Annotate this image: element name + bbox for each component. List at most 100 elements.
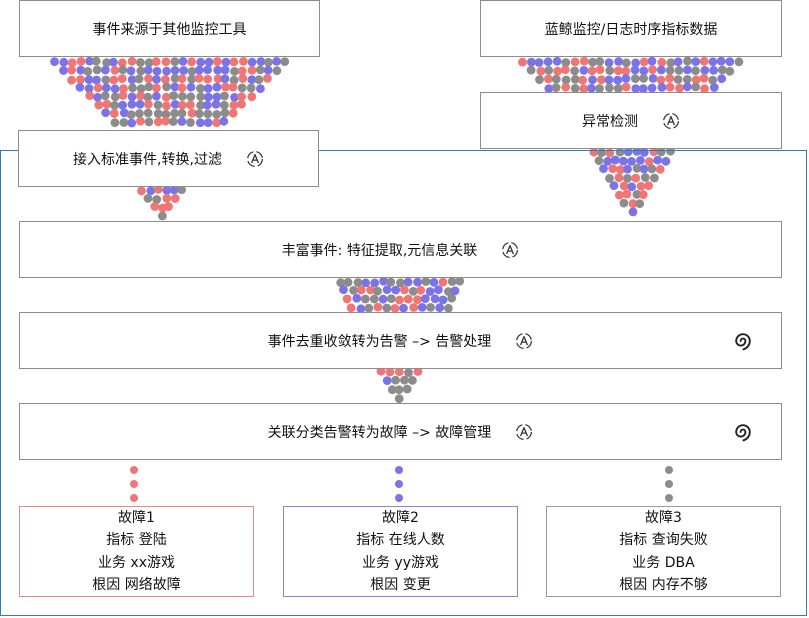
event-dot <box>621 82 631 92</box>
event-dot <box>682 75 692 84</box>
event-dot <box>673 57 683 67</box>
event-dot <box>725 66 735 76</box>
event-dot <box>110 101 119 110</box>
event-dot <box>691 66 700 76</box>
event-dot <box>186 92 196 102</box>
event-dot <box>110 84 120 94</box>
fault-metric: 指标 查询失败 <box>619 532 708 548</box>
event-dot <box>144 58 154 68</box>
source-external-label: 事件来源于其他监控工具 <box>92 21 247 38</box>
event-dot <box>118 65 128 75</box>
event-dot <box>647 56 657 66</box>
event-dot <box>203 65 213 75</box>
ai-assist-icon <box>246 150 264 168</box>
event-dot <box>100 91 110 101</box>
event-dot <box>211 99 221 109</box>
enrich-step-box: 丰富事件: 特征提取,元信息关联 <box>19 221 782 278</box>
event-dot <box>94 100 104 110</box>
event-dot <box>144 117 154 127</box>
event-dot <box>228 82 238 92</box>
event-dot <box>119 108 129 118</box>
event-dot <box>93 92 102 102</box>
event-dot <box>220 65 230 75</box>
event-dot <box>665 74 675 83</box>
event-dot <box>551 74 561 84</box>
event-dot <box>237 83 247 93</box>
event-dot <box>144 99 153 109</box>
fault-business: 业务 yy游戏 <box>361 554 440 571</box>
event-dot <box>76 75 85 84</box>
event-dot <box>673 75 683 84</box>
event-dot <box>161 57 171 67</box>
ai-assist-icon <box>515 332 533 350</box>
event-dot <box>194 109 204 119</box>
event-dot <box>196 84 205 93</box>
event-dot <box>230 67 239 76</box>
event-dot <box>709 83 719 92</box>
fault-business: 业务 xx游戏 <box>97 554 176 571</box>
enrich-step-label: 丰富事件: 特征提取,元信息关联 <box>281 242 478 259</box>
event-dot <box>220 91 229 101</box>
event-dot <box>162 101 171 111</box>
fault-card-2: 故障2 指标 在线人数 业务 yy游戏 根因 变更 <box>283 506 518 597</box>
event-dot <box>153 117 163 127</box>
event-dot <box>213 74 223 84</box>
event-dot <box>93 83 103 93</box>
event-dot <box>119 118 129 127</box>
event-dot <box>186 118 195 127</box>
event-dot <box>213 65 223 75</box>
event-dot <box>170 82 180 92</box>
event-dot <box>186 100 195 110</box>
event-dot <box>110 92 120 102</box>
event-dot <box>126 110 136 119</box>
event-dot <box>194 65 204 75</box>
event-dot <box>255 65 265 75</box>
event-dot <box>186 82 196 92</box>
event-dot <box>682 82 692 92</box>
event-dot <box>204 57 214 67</box>
anomaly-step-label: 异常检测 <box>582 113 638 130</box>
event-dot <box>527 57 536 67</box>
event-dot <box>161 75 170 84</box>
event-dot <box>220 108 230 118</box>
event-dot <box>212 82 222 92</box>
event-dot <box>579 56 589 66</box>
event-dot <box>195 118 205 128</box>
event-dot <box>691 75 701 85</box>
event-dot <box>177 117 187 126</box>
event-dot <box>196 92 206 102</box>
event-dot <box>177 108 187 118</box>
event-dot <box>101 65 110 75</box>
fault-metric: 指标 在线人数 <box>356 532 445 548</box>
event-dot <box>117 74 127 83</box>
event-dot <box>151 57 161 67</box>
event-dot <box>136 116 145 126</box>
fault-title: 故障3 <box>645 509 682 526</box>
event-dot <box>50 57 59 66</box>
event-dot <box>631 58 641 68</box>
processing-frame <box>0 150 807 616</box>
event-dot <box>604 58 614 67</box>
event-dot <box>187 67 197 76</box>
event-dot <box>212 118 222 128</box>
event-dot <box>588 57 597 67</box>
event-dot <box>127 56 137 66</box>
event-dot <box>237 92 247 102</box>
event-dot <box>613 75 623 85</box>
event-dot <box>128 83 137 93</box>
event-dot <box>110 118 120 128</box>
event-dot <box>263 74 272 83</box>
event-dot <box>230 93 239 102</box>
event-dot <box>256 57 266 66</box>
event-dot <box>613 66 623 75</box>
event-dot <box>229 100 239 110</box>
event-dot <box>170 57 180 66</box>
event-dot <box>561 75 571 85</box>
event-dot <box>84 84 94 93</box>
event-dot <box>648 74 658 83</box>
event-dot <box>648 65 657 74</box>
event-dot <box>127 92 137 102</box>
event-dot <box>630 65 640 75</box>
event-dot <box>152 83 161 93</box>
event-dot <box>587 66 597 76</box>
